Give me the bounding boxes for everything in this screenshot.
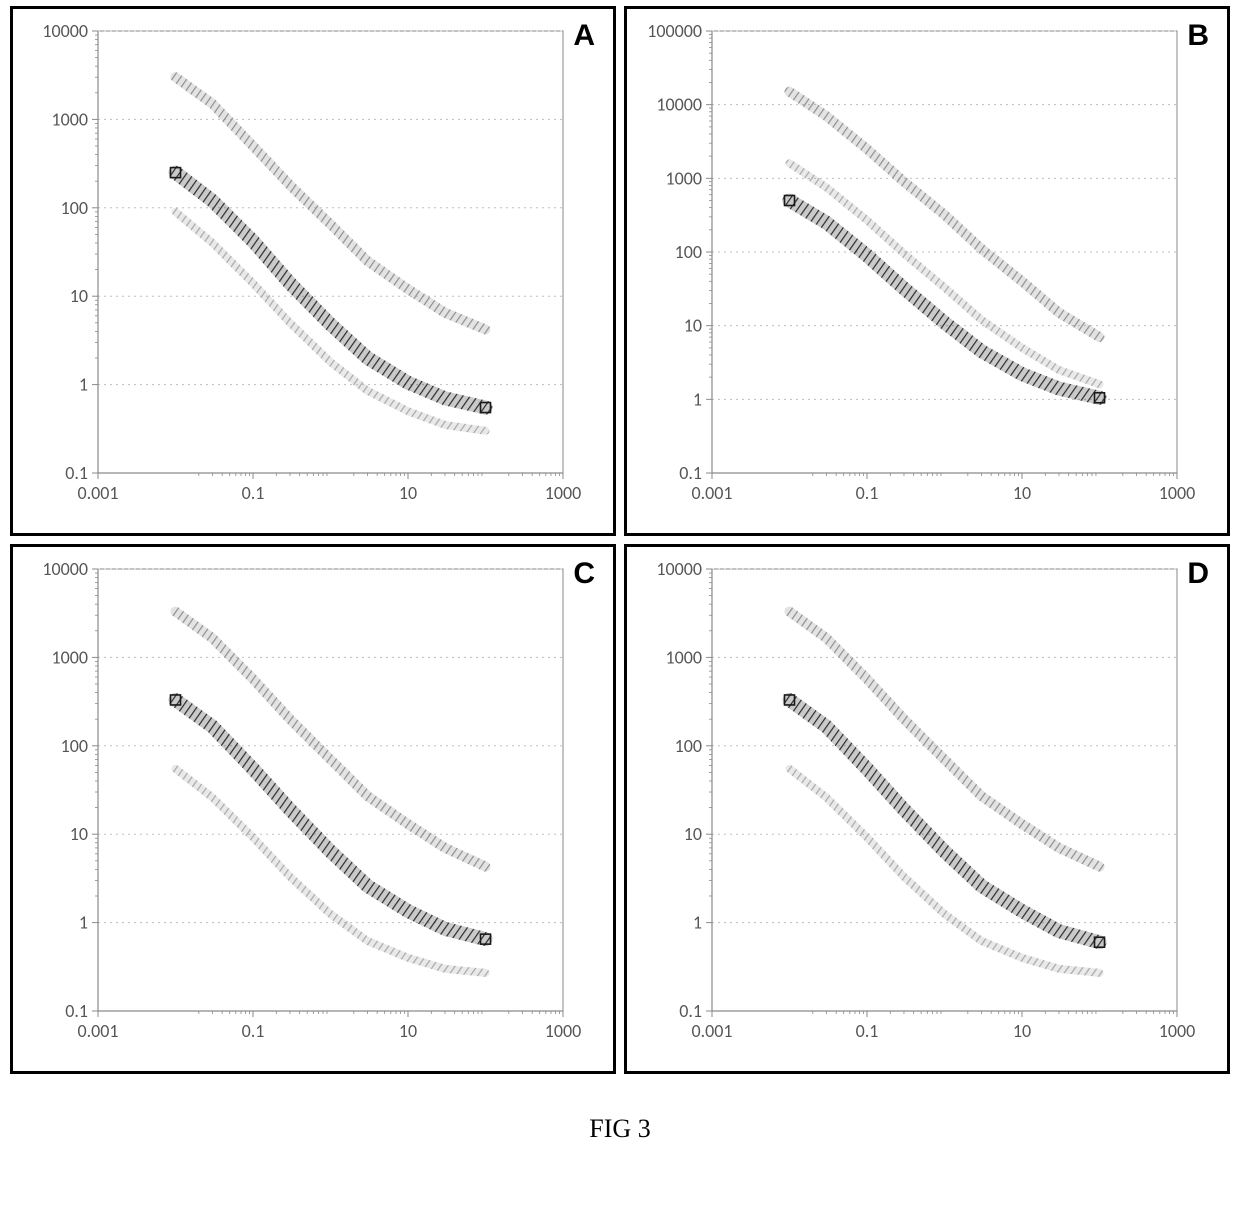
y-tick-label: 10 (684, 823, 702, 845)
panel-D: D0.11101001000100000.0010.1101000 (624, 544, 1230, 1074)
panel-letter-D: D (1187, 557, 1209, 591)
y-tick-label: 100000 (647, 20, 702, 42)
y-tick-label: 100 (61, 197, 88, 219)
x-tick-label: 10 (1013, 482, 1031, 504)
x-tick-label: 0.001 (77, 482, 118, 504)
x-tick-label: 1000 (545, 1020, 582, 1042)
y-tick-label: 1 (79, 374, 88, 396)
y-tick-label: 1000 (666, 167, 703, 189)
y-tick-label: 10 (684, 315, 702, 337)
y-tick-label: 100 (61, 735, 88, 757)
x-tick-label: 0.1 (242, 482, 265, 504)
x-tick-label: 10 (399, 1020, 417, 1042)
panel-B: B0.11101001000100001000000.0010.1101000 (624, 6, 1230, 536)
y-tick-label: 1 (79, 912, 88, 934)
y-tick-label: 0.1 (679, 462, 702, 484)
plot-C: 0.11101001000100000.0010.1101000 (23, 557, 583, 1057)
y-tick-label: 10000 (656, 558, 702, 580)
panel-grid: A0.11101001000100000.0010.1101000B0.1110… (0, 0, 1240, 1074)
panel-letter-B: B (1187, 19, 1209, 53)
x-tick-label: 0.001 (77, 1020, 118, 1042)
plot-B: 0.11101001000100001000000.0010.1101000 (637, 19, 1197, 519)
plot-A: 0.11101001000100000.0010.1101000 (23, 19, 583, 519)
x-tick-label: 10 (1013, 1020, 1031, 1042)
panel-A: A0.11101001000100000.0010.1101000 (10, 6, 616, 536)
y-tick-label: 1 (693, 388, 702, 410)
panel-letter-C: C (573, 557, 595, 591)
y-tick-label: 10000 (656, 94, 702, 116)
x-tick-label: 0.001 (691, 482, 732, 504)
panel-letter-A: A (573, 19, 595, 53)
y-tick-label: 0.1 (65, 1000, 88, 1022)
y-tick-label: 0.1 (679, 1000, 702, 1022)
x-tick-label: 1000 (1159, 1020, 1196, 1042)
y-tick-label: 10000 (42, 558, 88, 580)
y-tick-label: 1000 (52, 108, 89, 130)
x-tick-label: 1000 (545, 482, 582, 504)
y-tick-label: 100 (675, 241, 702, 263)
y-tick-label: 1000 (52, 646, 89, 668)
plot-D: 0.11101001000100000.0010.1101000 (637, 557, 1197, 1057)
y-tick-label: 1000 (666, 646, 703, 668)
x-tick-label: 1000 (1159, 482, 1196, 504)
figure-caption: FIG 3 (0, 1114, 1240, 1144)
x-tick-label: 0.1 (242, 1020, 265, 1042)
y-tick-label: 10 (70, 285, 88, 307)
x-tick-label: 0.1 (856, 1020, 879, 1042)
panel-C: C0.11101001000100000.0010.1101000 (10, 544, 616, 1074)
x-tick-label: 0.1 (856, 482, 879, 504)
y-tick-label: 1 (693, 912, 702, 934)
y-tick-label: 10 (70, 823, 88, 845)
x-tick-label: 0.001 (691, 1020, 732, 1042)
y-tick-label: 100 (675, 735, 702, 757)
figure-3: A0.11101001000100000.0010.1101000B0.1110… (0, 0, 1240, 1164)
y-tick-label: 0.1 (65, 462, 88, 484)
x-tick-label: 10 (399, 482, 417, 504)
y-tick-label: 10000 (42, 20, 88, 42)
